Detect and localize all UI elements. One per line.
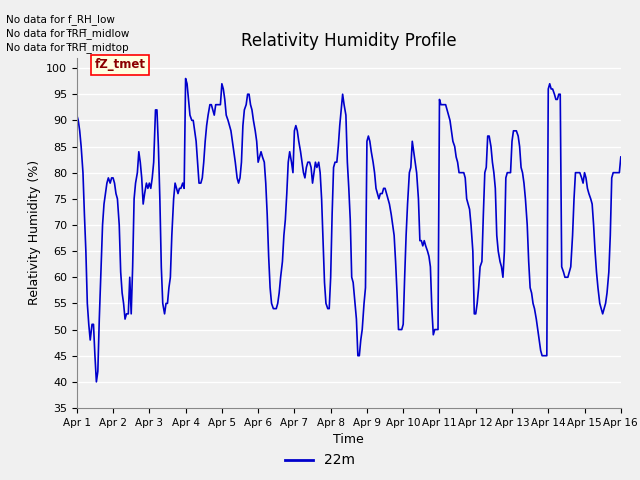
Text: No data for f̅RH̅_midtop: No data for f̅RH̅_midtop bbox=[6, 42, 129, 53]
Legend: 22m: 22m bbox=[280, 448, 360, 473]
Y-axis label: Relativity Humidity (%): Relativity Humidity (%) bbox=[28, 160, 40, 305]
Text: No data for f_RH_low: No data for f_RH_low bbox=[6, 13, 115, 24]
Text: No data for f̅RH̅_midlow: No data for f̅RH̅_midlow bbox=[6, 28, 130, 39]
Title: Relativity Humidity Profile: Relativity Humidity Profile bbox=[241, 33, 456, 50]
Text: fZ_tmet: fZ_tmet bbox=[95, 58, 146, 71]
X-axis label: Time: Time bbox=[333, 433, 364, 446]
